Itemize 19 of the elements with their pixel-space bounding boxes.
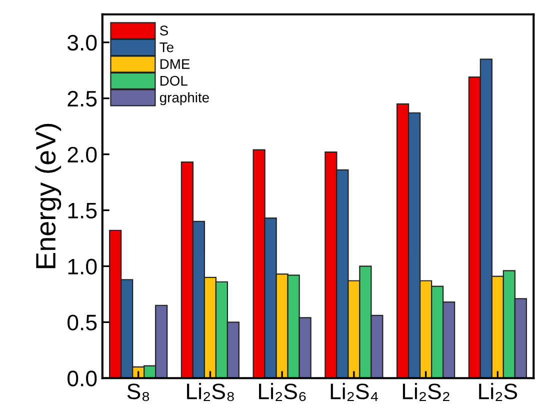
x-tick-label: Li₂S <box>479 382 518 401</box>
y-tick-label: 1.0 <box>68 258 97 274</box>
x-tick-label: Li₂S₆ <box>259 382 306 402</box>
y-tick-label: 2.5 <box>68 90 97 107</box>
x-tick-label: Li₂S₂ <box>402 382 450 401</box>
legend-label: DME <box>160 59 190 69</box>
y-tick-label: 2.0 <box>68 146 97 163</box>
x-tick-label: Li₂S₈ <box>187 382 234 402</box>
y-tick-label: 0.5 <box>68 314 97 330</box>
y-tick-label: 0.0 <box>68 370 97 386</box>
legend-label: S <box>160 26 168 36</box>
y-axis-title: Energy (eV) <box>35 124 62 268</box>
y-tick-label: 1.5 <box>68 203 97 219</box>
legend-label: graphite <box>160 92 209 106</box>
x-tick-label: Li₂S₄ <box>330 382 378 401</box>
legend-label: Te <box>160 42 174 52</box>
y-tick-label: 3.0 <box>68 34 97 51</box>
x-tick-label: S₈ <box>127 384 150 402</box>
legend-label: DOL <box>160 76 188 86</box>
